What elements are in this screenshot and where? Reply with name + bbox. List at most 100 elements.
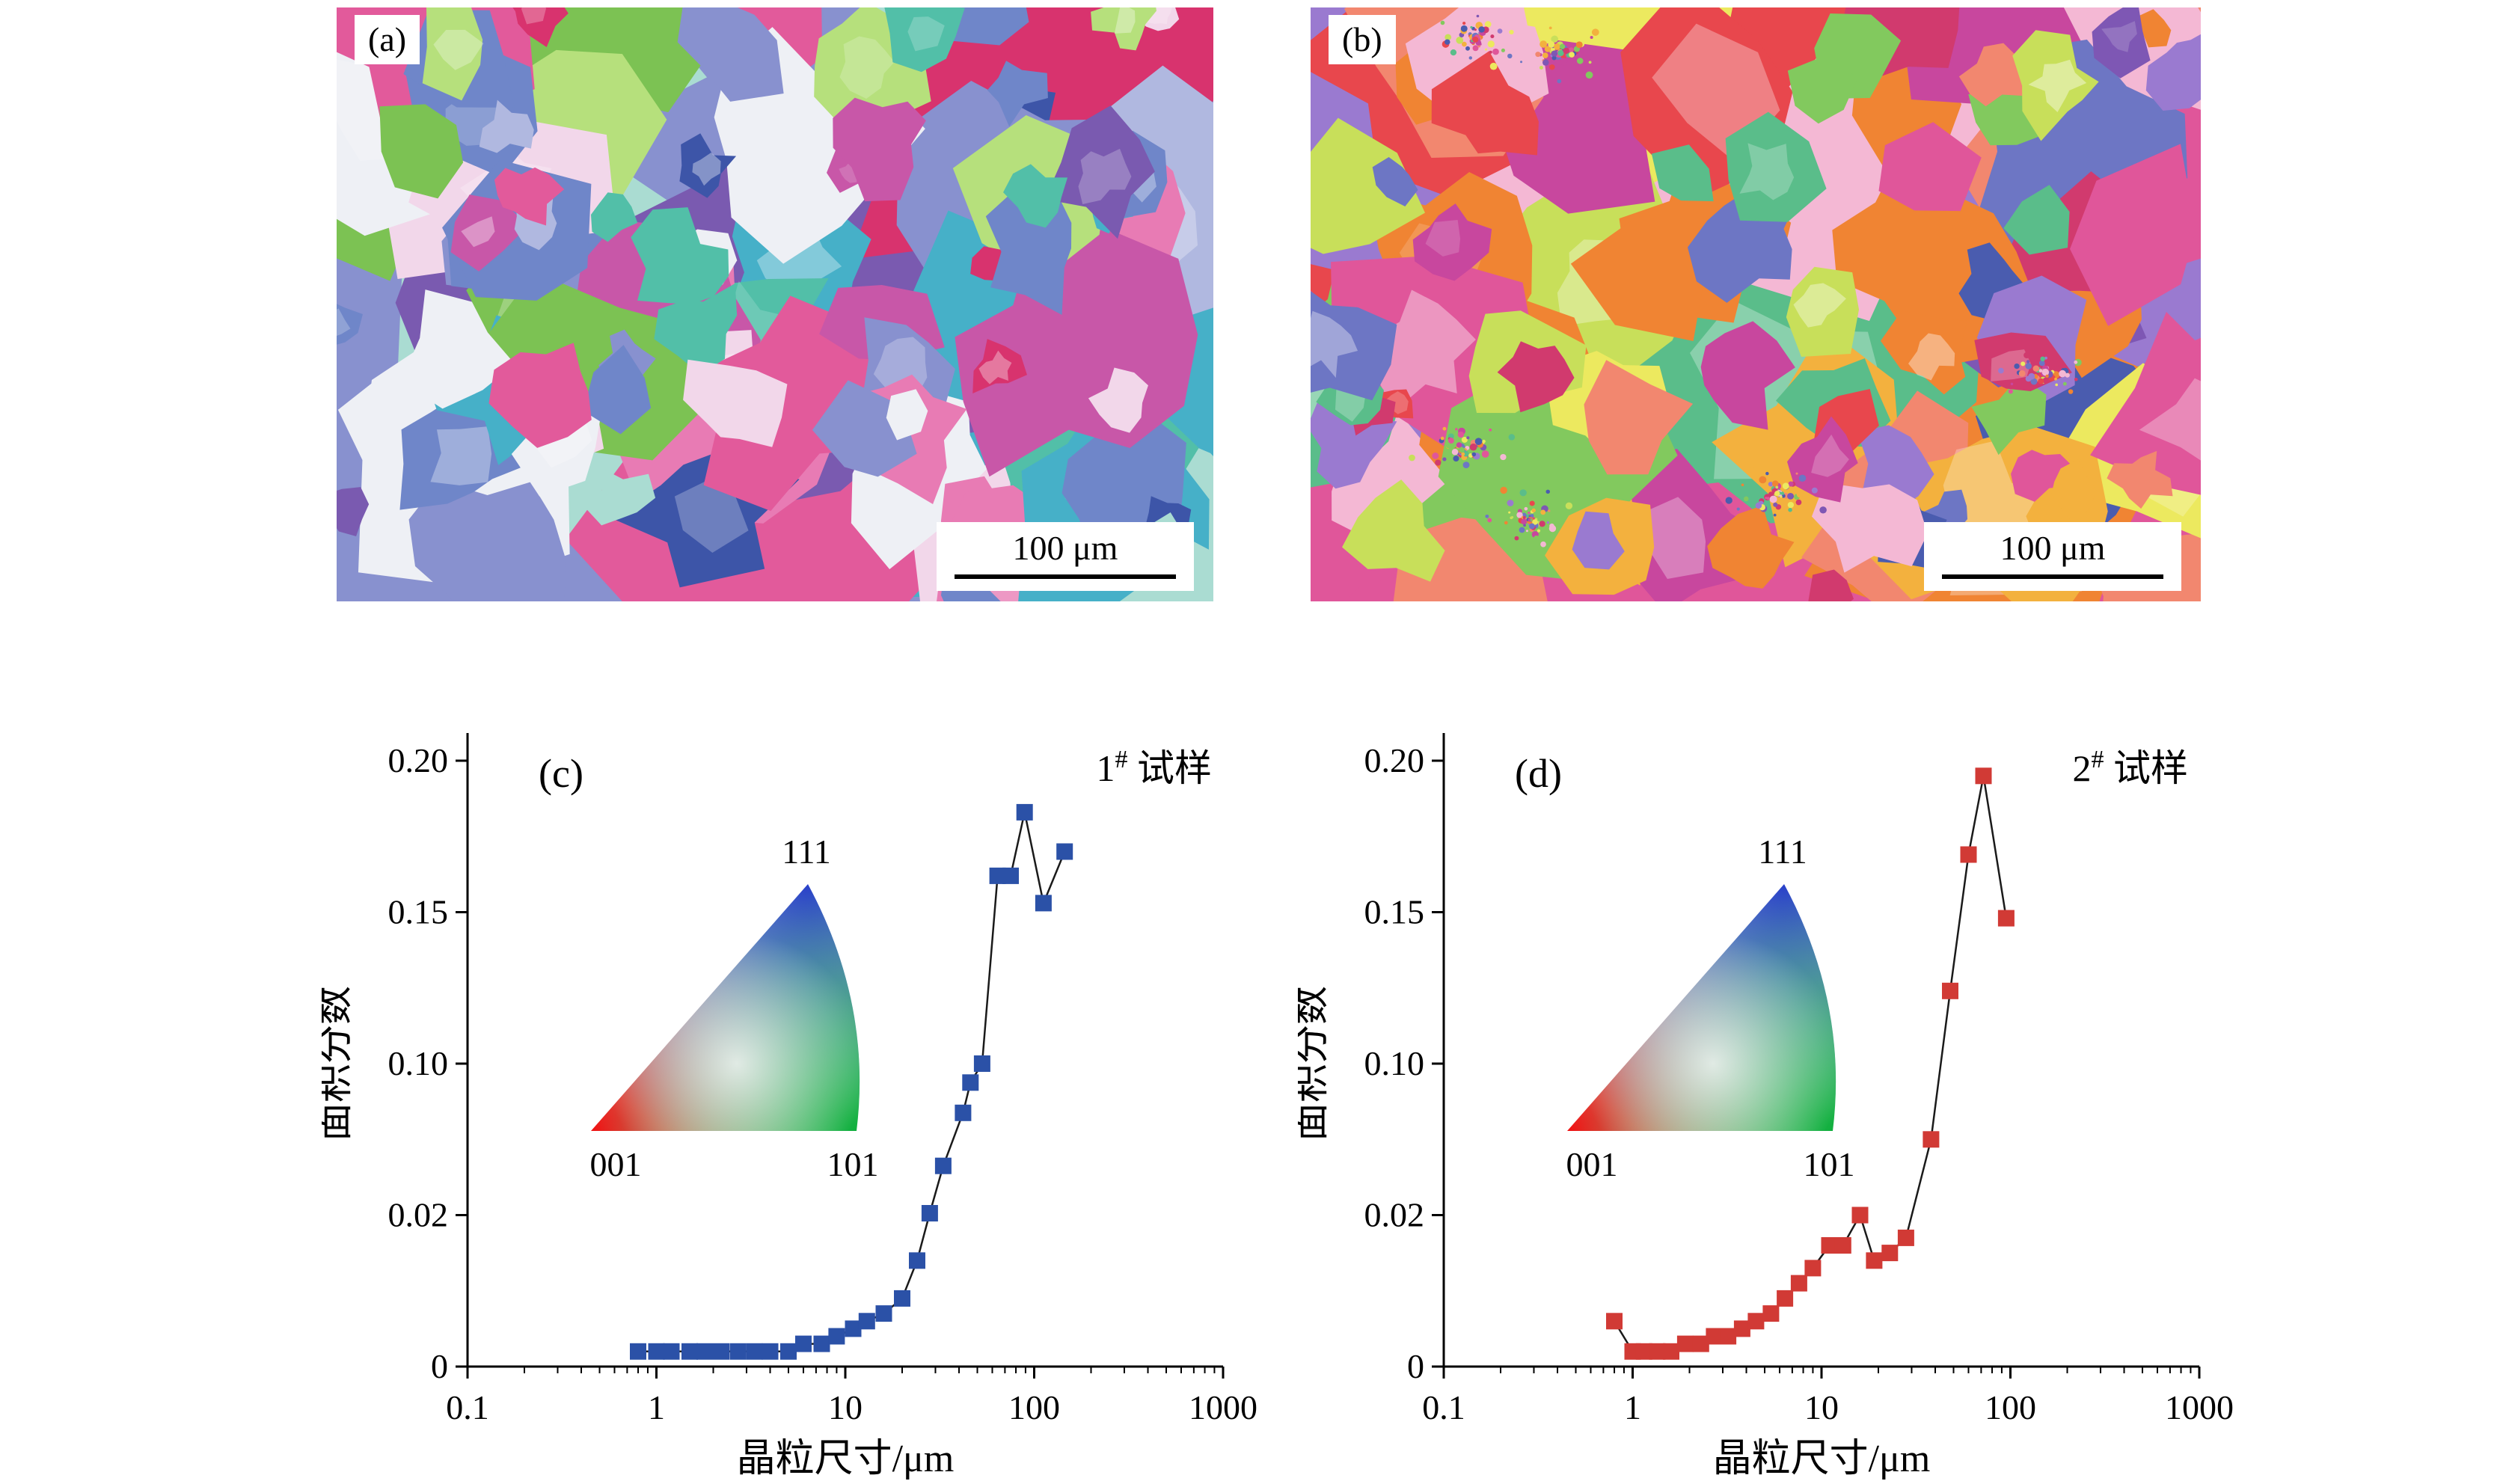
- speckle: [1544, 46, 1551, 52]
- speckle: [2074, 377, 2078, 381]
- data-point: [845, 1320, 862, 1337]
- speckle: [1532, 519, 1538, 525]
- speckle-cluster: [1432, 14, 1514, 70]
- speckle: [1462, 462, 1470, 469]
- grain: [1584, 360, 1694, 475]
- speckle: [1548, 26, 1552, 30]
- grain-highlight: [1793, 283, 1846, 328]
- speckle: [1524, 506, 1528, 511]
- y-tick-label: 0.10: [1364, 1044, 1425, 1082]
- data-point: [1002, 867, 1019, 884]
- speckle-cluster: [1725, 467, 1827, 517]
- speckle: [1811, 487, 1818, 494]
- speckle: [1440, 20, 1445, 25]
- speckle: [1450, 49, 1457, 56]
- grain: [1881, 310, 1967, 395]
- grain: [1707, 505, 1795, 589]
- grain: [1786, 266, 1860, 358]
- speckle: [1765, 471, 1769, 476]
- speckle: [1442, 457, 1447, 462]
- speckle: [1461, 41, 1467, 47]
- panel-letter: (c): [539, 751, 583, 796]
- speckle: [1487, 518, 1492, 523]
- speckle: [1548, 41, 1555, 48]
- grain: [1311, 291, 1397, 401]
- data-point: [1960, 846, 1977, 863]
- inset-label-101: 101: [1804, 1145, 1855, 1183]
- speckle: [1507, 500, 1514, 506]
- y-tick-label: 0.20: [1364, 741, 1425, 779]
- speckle: [1508, 511, 1511, 514]
- speckle: [1819, 506, 1827, 514]
- sample-label: 1# 试样: [1097, 746, 1213, 789]
- speckle: [1540, 509, 1546, 515]
- speckle: [1528, 523, 1535, 530]
- grain: [494, 167, 565, 226]
- speckle: [1539, 521, 1545, 527]
- grain: [1524, 7, 1575, 31]
- x-tick-label: 0.1: [1422, 1388, 1465, 1426]
- data-point: [1866, 1252, 1883, 1269]
- grain-highlight: [461, 216, 495, 248]
- speckle: [1773, 502, 1778, 507]
- speckle: [1539, 66, 1543, 70]
- x-tick-label: 1: [1624, 1388, 1641, 1426]
- speckle: [1516, 512, 1523, 518]
- grain: [2051, 459, 2097, 526]
- chart-d: 0 0.02 0.10 0.15 0.20 0.1 1 10 100 1000 晶粒尺寸/μm 面积分…: [1290, 705, 2234, 1484]
- grain: [590, 192, 638, 242]
- grain-highlight: [521, 7, 547, 25]
- speckle: [1542, 59, 1549, 66]
- panel-label-a: (a): [355, 15, 420, 64]
- speckle: [1565, 502, 1573, 509]
- y-axis-title: 面积分数: [322, 986, 356, 1141]
- speckle: [2054, 377, 2057, 381]
- x-axis: 0.1 1 10 100 1000: [1422, 1367, 2234, 1426]
- speckle: [2018, 370, 2026, 377]
- speckle: [1447, 438, 1454, 444]
- speckle: [1549, 64, 1555, 70]
- speckle: [1540, 541, 1546, 548]
- data-point: [909, 1252, 925, 1269]
- grain-highlight: [1362, 289, 1476, 411]
- grain: [631, 207, 729, 304]
- grain: [585, 470, 656, 526]
- y-tick-label: 0.20: [388, 741, 449, 779]
- speckle: [1446, 443, 1452, 449]
- speckle: [1435, 459, 1442, 466]
- data-point: [1821, 1237, 1838, 1254]
- speckle: [1462, 450, 1469, 457]
- grain: [972, 339, 1027, 393]
- speckle: [2056, 366, 2061, 371]
- grain: [1787, 55, 1858, 124]
- grain: [654, 283, 738, 375]
- grain: [1412, 203, 1492, 281]
- grain: [677, 7, 784, 102]
- speckle: [1550, 46, 1555, 52]
- speckle: [1725, 497, 1733, 504]
- speckle: [2032, 365, 2040, 372]
- data-point: [1975, 767, 1992, 785]
- scale-bar-b-line: [1942, 574, 2163, 579]
- x-axis-title: 晶粒尺寸/μm: [1713, 1438, 1931, 1480]
- speckle: [2068, 389, 2074, 394]
- speckle: [1453, 456, 1459, 462]
- speckle: [1457, 431, 1465, 438]
- grain: [1787, 416, 1858, 503]
- speckle: [1546, 521, 1549, 524]
- grain: [479, 99, 534, 153]
- data-point: [663, 1343, 680, 1360]
- data-point: [962, 1074, 979, 1091]
- speckle: [1478, 26, 1485, 33]
- speckle: [2025, 375, 2032, 382]
- speckle: [1525, 530, 1528, 533]
- scale-bar-a: 100 μm: [937, 522, 1194, 591]
- grain: [337, 487, 370, 537]
- x-tick-label: 1000: [2165, 1388, 2233, 1426]
- data-point: [813, 1335, 830, 1352]
- data-point: [828, 1328, 845, 1345]
- speckle: [1782, 482, 1789, 490]
- speckle-cluster: [1998, 352, 2082, 394]
- grain: [884, 7, 965, 73]
- speckle: [1563, 47, 1569, 55]
